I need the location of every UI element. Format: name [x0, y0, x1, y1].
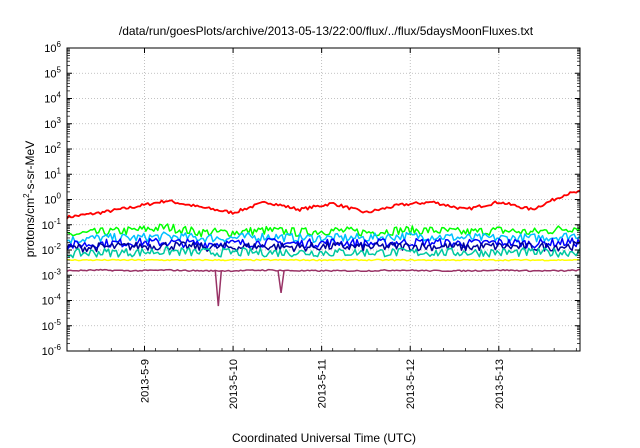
y-axis: 10-6 10-5 10-4 10-3 10-2 10-1 100 101 102 103 104 1…	[42, 40, 580, 358]
chart-title: /data/run/goesPlots/archive/2013-05-13/2…	[119, 24, 534, 38]
y-tick-label: 103	[44, 116, 61, 131]
series-line	[66, 246, 581, 259]
series-line	[66, 237, 581, 251]
y-tick-label: 10-6	[42, 343, 62, 358]
series-line	[66, 189, 581, 220]
x-tick-label: 2013-5-11	[317, 359, 329, 408]
series-line	[67, 258, 581, 262]
y-axis-label: protons/cm2-s-sr-MeV	[22, 141, 37, 257]
x-tick-label: 2013-5-13	[494, 359, 506, 409]
dip-spike	[214, 270, 223, 307]
y-tick-label: 104	[44, 91, 61, 106]
series-line	[66, 223, 581, 238]
y-tick-label: 106	[44, 40, 61, 55]
grid	[67, 48, 580, 351]
y-tick-label: 10-3	[42, 267, 62, 282]
y-tick-label: 10-4	[42, 293, 62, 308]
x-tick-label: 2013-5-9	[140, 359, 152, 403]
y-tick-label: 10-2	[42, 242, 62, 257]
y-tick-label: 100	[44, 192, 61, 207]
series-lines	[66, 189, 581, 273]
x-tick-label: 2013-5-10	[228, 359, 240, 409]
series-line	[66, 240, 581, 253]
x-tick-label: 2013-5-12	[405, 359, 417, 409]
x-axis: 2013-5-9 2013-5-10 2013-5-11 2013-5-12 2013-…	[66, 48, 577, 409]
plot-frame	[66, 47, 581, 352]
y-tick-label: 102	[44, 141, 61, 156]
y-tick-label: 10-1	[42, 217, 62, 232]
series-line	[66, 231, 581, 245]
x-axis-label: Coordinated Universal Time (UTC)	[232, 431, 416, 445]
series-line	[66, 268, 581, 273]
dip-spike	[277, 270, 285, 293]
dips	[214, 270, 285, 307]
y-tick-label: 101	[44, 166, 61, 181]
y-tick-label: 10-5	[42, 318, 62, 333]
y-tick-label: 105	[44, 65, 61, 80]
